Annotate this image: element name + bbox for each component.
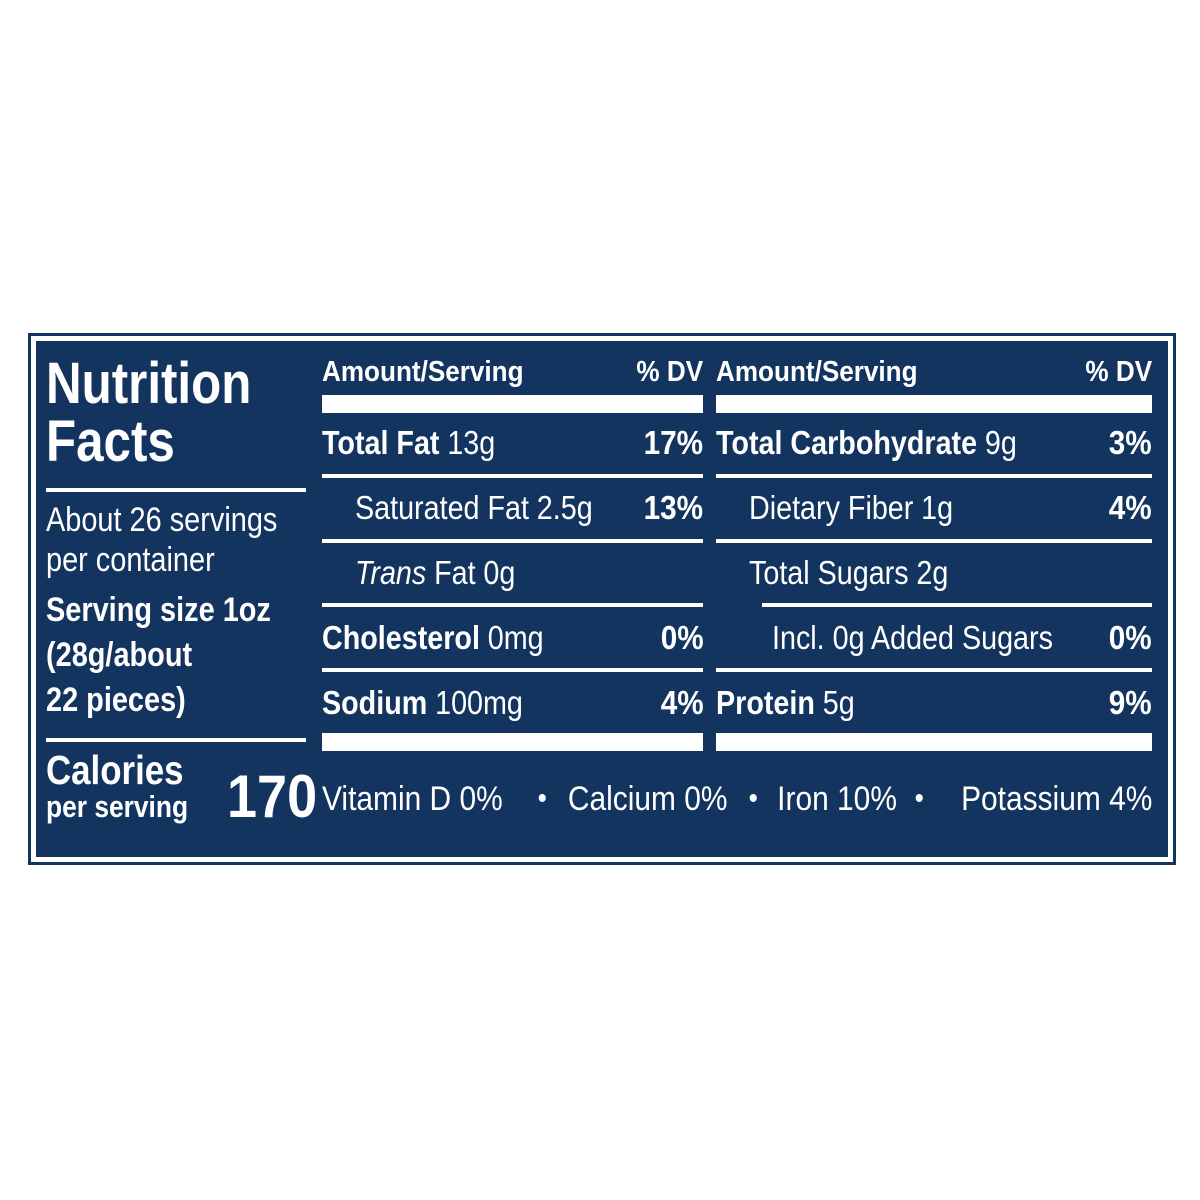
calcium-value: Calcium 0% bbox=[568, 779, 728, 818]
amount-serving-header: Amount/Serving bbox=[716, 355, 918, 388]
nutrient-name-italic: Trans bbox=[355, 553, 427, 591]
row-dietary-fiber: Dietary Fiber 1g 4% bbox=[716, 478, 1152, 539]
column-header: Amount/Serving % DV bbox=[716, 349, 1152, 395]
nutrient-name: Protein bbox=[716, 683, 816, 721]
servings-line-2: per container bbox=[46, 541, 215, 579]
column-header: Amount/Serving % DV bbox=[322, 349, 703, 395]
calories-label: Calories per serving bbox=[46, 750, 188, 824]
row-total-carbohydrate: Total Carbohydrate 9g 3% bbox=[716, 413, 1152, 474]
iron-value: Iron 10% bbox=[776, 779, 897, 818]
nutrient-amount: 0g bbox=[483, 553, 516, 591]
nutrient-dv: 4% bbox=[660, 683, 704, 721]
row-cholesterol: Cholesterol 0mg 0% bbox=[322, 607, 703, 668]
nutrient-amount: 9g bbox=[985, 424, 1018, 462]
nutrient-amount: 100mg bbox=[435, 683, 523, 721]
divider-line bbox=[322, 538, 704, 543]
nutrition-label-frame: Nutrition Facts About 26 servings per co… bbox=[28, 333, 1176, 865]
bullet-separator: • bbox=[915, 782, 925, 815]
vitamins-row: Vitamin D 0% • Calcium 0% • Iron 10% • P… bbox=[322, 751, 1152, 847]
nutrient-name: Sodium bbox=[322, 683, 428, 721]
nutrient-name: Fat bbox=[434, 553, 476, 591]
row-saturated-fat: Saturated Fat 2.5g 13% bbox=[322, 478, 703, 539]
thick-bar bbox=[322, 395, 704, 413]
divider-line bbox=[716, 473, 1152, 478]
divider-line-indented bbox=[762, 603, 1152, 608]
nutrition-panel: Nutrition Facts About 26 servings per co… bbox=[36, 341, 1168, 857]
nutrition-facts-title: Nutrition Facts bbox=[46, 355, 267, 471]
nutrient-columns: Amount/Serving % DV Total Fat 13g 17% Sat… bbox=[322, 349, 1152, 751]
row-protein: Protein 5g 9% bbox=[716, 672, 1152, 733]
percent-dv-header: % DV bbox=[1085, 355, 1152, 388]
divider-line bbox=[322, 668, 704, 673]
potassium-value: Potassium 4% bbox=[960, 779, 1152, 818]
nutrient-dv: 0% bbox=[1109, 618, 1152, 656]
nutrient-dv: 9% bbox=[1109, 683, 1152, 721]
nutrient-name: Incl. 0g Added Sugars bbox=[772, 618, 1054, 656]
row-total-sugars: Total Sugars 2g bbox=[716, 543, 1152, 604]
bullet-separator: • bbox=[537, 782, 547, 815]
serving-size: Serving size 1oz (28g/about 22 pieces) bbox=[46, 588, 271, 723]
nutrient-amount: 13g bbox=[447, 424, 496, 462]
serving-size-line-2: (28g/about bbox=[46, 636, 193, 674]
serving-size-line-1: Serving size 1oz bbox=[46, 591, 271, 629]
thick-bar bbox=[716, 395, 1152, 413]
nutrient-dv: 0% bbox=[660, 618, 704, 656]
vitamin-d-value: Vitamin D 0% bbox=[322, 779, 503, 818]
nutrient-column-fat-sodium: Amount/Serving % DV Total Fat 13g 17% Sat… bbox=[322, 349, 704, 751]
nutrient-amount: 2g bbox=[916, 553, 949, 591]
calories-row: Calories per serving 170 bbox=[46, 750, 317, 827]
left-column: Nutrition Facts About 26 servings per co… bbox=[36, 341, 322, 857]
title-line-1: Nutrition bbox=[46, 351, 252, 416]
divider-line bbox=[322, 603, 704, 608]
calories-label-line-1: Calories bbox=[46, 747, 184, 793]
row-trans-fat: Trans Fat 0g bbox=[322, 543, 703, 604]
nutrient-section: Amount/Serving % DV Total Fat 13g 17% Sat… bbox=[322, 341, 1168, 857]
amount-serving-header: Amount/Serving bbox=[322, 355, 524, 388]
nutrient-dv: 13% bbox=[643, 489, 704, 527]
divider-line bbox=[322, 473, 704, 478]
bullet-separator: • bbox=[749, 782, 759, 815]
nutrient-dv: 17% bbox=[643, 424, 704, 462]
title-line-2: Facts bbox=[46, 409, 175, 474]
row-added-sugars: Incl. 0g Added Sugars 0% bbox=[716, 607, 1152, 668]
nutrient-amount: 2.5g bbox=[536, 489, 593, 527]
nutrient-dv: 3% bbox=[1109, 424, 1152, 462]
nutrient-name: Total Sugars bbox=[749, 553, 909, 591]
row-total-fat: Total Fat 13g 17% bbox=[322, 413, 703, 474]
divider-line bbox=[716, 668, 1152, 673]
nutrient-amount: 1g bbox=[921, 489, 954, 527]
nutrient-column-carb-protein: Amount/Serving % DV Total Carbohydrate 9g… bbox=[716, 349, 1152, 751]
servings-line-1: About 26 servings bbox=[46, 501, 278, 539]
nutrient-name: Cholesterol bbox=[322, 618, 480, 656]
nutrient-name: Saturated Fat bbox=[355, 489, 529, 527]
calories-label-line-2: per serving bbox=[46, 789, 189, 824]
divider-line bbox=[46, 738, 306, 742]
calories-value: 170 bbox=[227, 763, 318, 830]
row-sodium: Sodium 100mg 4% bbox=[322, 672, 703, 733]
nutrient-dv: 4% bbox=[1109, 489, 1152, 527]
divider-line bbox=[716, 538, 1152, 543]
nutrient-name: Total Fat bbox=[322, 424, 440, 462]
nutrient-name: Total Carbohydrate bbox=[716, 424, 978, 462]
thick-bar bbox=[322, 732, 704, 751]
thick-bar bbox=[716, 732, 1152, 751]
divider-line bbox=[46, 488, 306, 492]
servings-per-container: About 26 servings per container bbox=[46, 500, 278, 580]
nutrient-amount: 5g bbox=[823, 683, 856, 721]
nutrient-amount: 0mg bbox=[487, 618, 544, 656]
nutrient-name: Dietary Fiber bbox=[749, 489, 914, 527]
percent-dv-header: % DV bbox=[636, 355, 704, 388]
serving-size-line-3: 22 pieces) bbox=[46, 681, 186, 719]
